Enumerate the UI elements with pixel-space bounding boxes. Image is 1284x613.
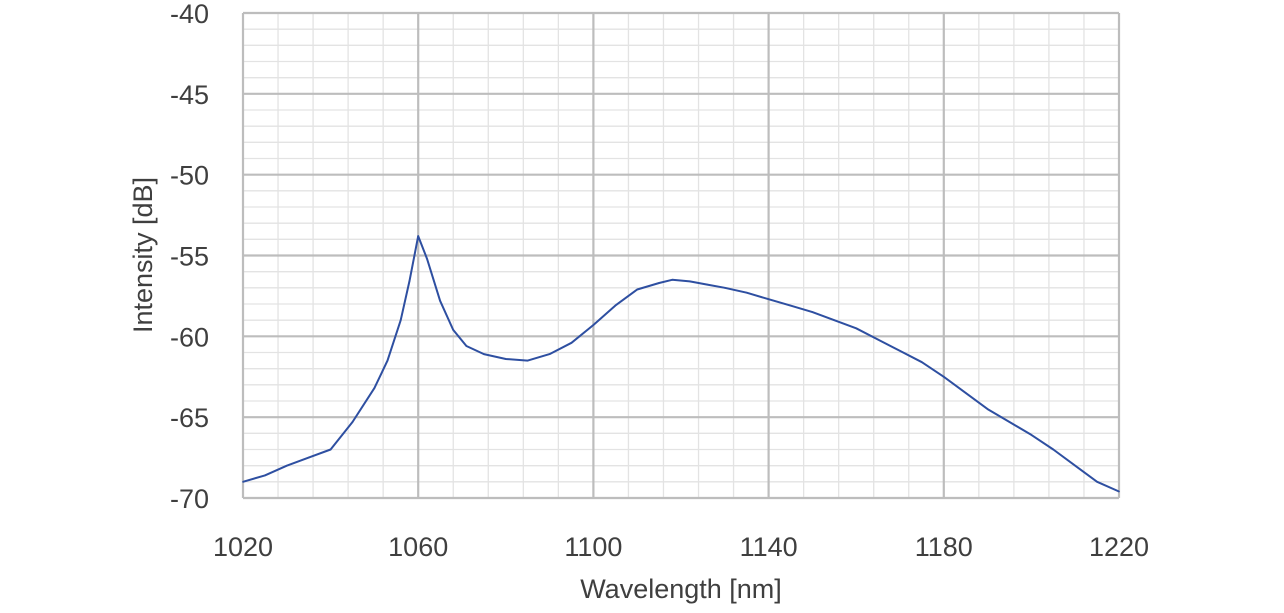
data-point [452, 329, 455, 331]
x-tick-label: 1060 [388, 532, 448, 562]
x-tick-label: 1140 [740, 532, 798, 562]
data-point [286, 464, 288, 467]
data-point [671, 278, 674, 281]
series-line [242, 235, 1120, 493]
x-tick-labels: 1020 1060 1100 1140 1180 1220 [213, 532, 1149, 562]
data-point [351, 421, 354, 423]
data-point [688, 280, 691, 283]
data-point [307, 456, 310, 459]
data-point [767, 298, 770, 300]
data-point [877, 338, 879, 341]
data-point [789, 304, 792, 307]
data-point [465, 345, 468, 347]
data-point [745, 291, 748, 294]
data-point [833, 319, 836, 321]
data-point [1118, 490, 1120, 493]
x-tick-label: 1020 [213, 532, 273, 562]
data-point [964, 392, 967, 394]
data-point [548, 353, 551, 355]
data-point [417, 235, 420, 237]
data-point [658, 282, 660, 284]
data-point [706, 283, 709, 286]
data-point [329, 448, 332, 451]
y-tick-label: -65 [170, 403, 209, 433]
data-point [439, 299, 441, 302]
y-tick-label: -60 [170, 322, 209, 352]
data-point [986, 408, 989, 410]
data-point [408, 280, 411, 283]
data-point [811, 311, 814, 313]
y-tick-label: -45 [170, 80, 209, 110]
data-point [386, 359, 389, 362]
y-tick-label: -55 [170, 242, 209, 272]
x-tick-label: 1180 [915, 532, 973, 562]
y-axis-title: Intensity [dB] [128, 177, 158, 333]
y-tick-label: -70 [170, 484, 209, 514]
data-point [636, 288, 638, 291]
data-point [724, 287, 726, 289]
data-point [921, 361, 923, 364]
data-point [1074, 464, 1076, 467]
x-tick-label: 1100 [564, 532, 622, 562]
data-point [526, 359, 529, 362]
data-point [855, 327, 857, 330]
data-point [242, 481, 244, 483]
data-point [264, 474, 266, 477]
data-point [1096, 481, 1098, 483]
data-point [614, 304, 617, 307]
major-grid [241, 11, 1121, 500]
data-point [570, 342, 573, 344]
y-tick-labels: -40 -45 -50 -55 -60 -65 -70 [170, 0, 209, 514]
x-axis-title: Wavelength [nm] [580, 574, 782, 604]
y-tick-label: -40 [170, 0, 209, 29]
data-point [943, 375, 945, 378]
data-point [373, 387, 376, 389]
data-point [899, 350, 901, 352]
data-point [592, 324, 595, 326]
data-point [483, 353, 485, 355]
data-point [1030, 434, 1033, 436]
x-tick-label: 1220 [1089, 532, 1149, 562]
y-tick-label: -50 [170, 161, 209, 191]
data-point [399, 319, 402, 321]
data-point [1008, 421, 1011, 423]
data-point [426, 257, 428, 260]
data-point [1052, 448, 1055, 451]
series-layer [242, 235, 1120, 493]
data-point [505, 358, 507, 360]
